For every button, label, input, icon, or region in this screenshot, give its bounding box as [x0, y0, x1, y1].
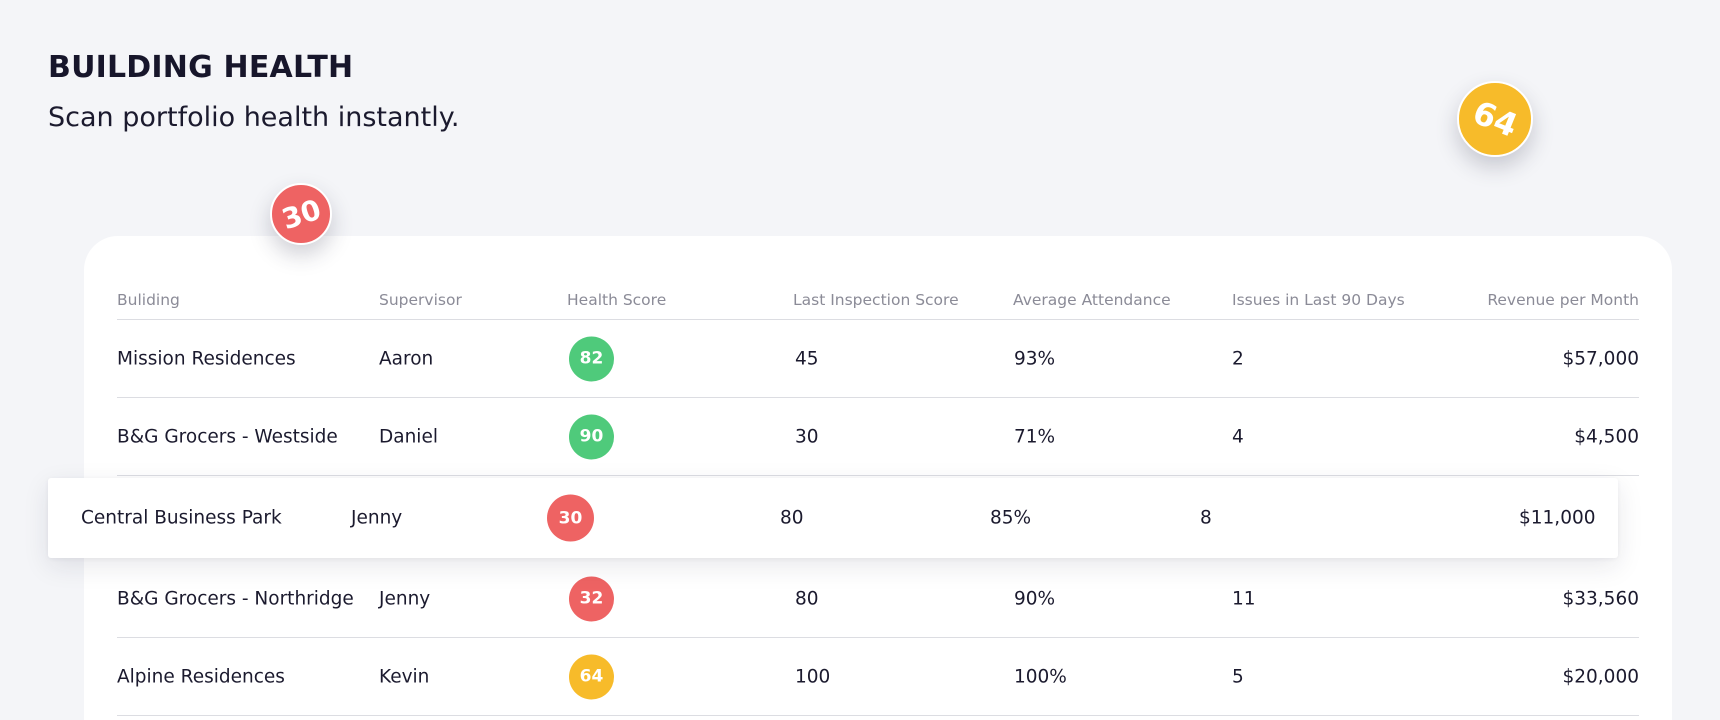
- issues-count: 2: [1232, 348, 1244, 369]
- average-attendance: 100%: [1014, 666, 1067, 687]
- badge-value: 30: [277, 192, 325, 236]
- average-attendance: 85%: [990, 507, 1032, 529]
- average-attendance: 93%: [1014, 348, 1056, 369]
- column-header-issues-last-90-days[interactable]: Issues in Last 90 Days: [1232, 291, 1405, 309]
- health-score-badge: 90: [569, 414, 614, 459]
- table-row[interactable]: Mission Residences Aaron 82 45 93% 2 $57…: [117, 320, 1639, 398]
- column-header-supervisor[interactable]: Supervisor: [379, 291, 462, 309]
- average-attendance: 71%: [1014, 426, 1056, 447]
- column-header-health-score[interactable]: Health Score: [567, 291, 667, 309]
- last-inspection-score: 30: [795, 426, 819, 447]
- table-row[interactable]: B&G Grocers - Northridge Jenny 32 80 90%…: [117, 560, 1639, 638]
- last-inspection-score: 100: [795, 666, 831, 687]
- column-header-average-attendance[interactable]: Average Attendance: [1013, 291, 1171, 309]
- building-name: Central Business Park: [81, 507, 282, 529]
- revenue-per-month: $11,000: [1519, 507, 1596, 529]
- supervisor-name: Daniel: [379, 426, 438, 447]
- supervisor-name: Jenny: [351, 507, 403, 529]
- last-inspection-score: 80: [780, 507, 804, 529]
- health-score-badge: 30: [547, 494, 594, 542]
- supervisor-name: Jenny: [379, 588, 431, 609]
- dragged-table-row[interactable]: Central Business Park Jenny 30 80 85% 8 …: [48, 478, 1618, 558]
- average-attendance: 90%: [1014, 588, 1056, 609]
- supervisor-name: Aaron: [379, 348, 434, 369]
- building-name: B&G Grocers - Westside: [117, 426, 338, 447]
- column-header-building[interactable]: Buliding: [117, 291, 180, 309]
- revenue-per-month: $4,500: [1574, 426, 1639, 447]
- issues-count: 4: [1232, 426, 1244, 447]
- page-subtitle: Scan portfolio health instantly.: [48, 102, 460, 133]
- building-name: Mission Residences: [117, 348, 296, 369]
- column-header-last-inspection-score[interactable]: Last Inspection Score: [793, 291, 959, 309]
- building-name: B&G Grocers - Northridge: [117, 588, 354, 609]
- health-score-badge: 82: [569, 336, 614, 381]
- dragged-health-badge[interactable]: 30: [270, 183, 332, 245]
- table-row[interactable]: Alpine Residences Kevin 64 100 100% 5 $2…: [117, 638, 1639, 716]
- dragged-health-badge[interactable]: 64: [1457, 81, 1533, 157]
- health-score-badge: 64: [569, 654, 614, 699]
- page-title: BUILDING HEALTH: [48, 50, 354, 85]
- last-inspection-score: 45: [795, 348, 819, 369]
- issues-count: 11: [1232, 588, 1256, 609]
- last-inspection-score: 80: [795, 588, 819, 609]
- revenue-per-month: $57,000: [1562, 348, 1639, 369]
- supervisor-name: Kevin: [379, 666, 430, 687]
- health-score-badge: 32: [569, 576, 614, 621]
- revenue-per-month: $20,000: [1562, 666, 1639, 687]
- table-row[interactable]: B&G Grocers - Westside Daniel 90 30 71% …: [117, 398, 1639, 476]
- issues-count: 8: [1200, 507, 1212, 529]
- badge-value: 64: [1467, 93, 1523, 145]
- building-name: Alpine Residences: [117, 666, 285, 687]
- column-header-revenue-per-month[interactable]: Revenue per Month: [1487, 291, 1639, 309]
- table-header: Buliding Supervisor Health Score Last In…: [117, 286, 1639, 320]
- issues-count: 5: [1232, 666, 1244, 687]
- revenue-per-month: $33,560: [1562, 588, 1639, 609]
